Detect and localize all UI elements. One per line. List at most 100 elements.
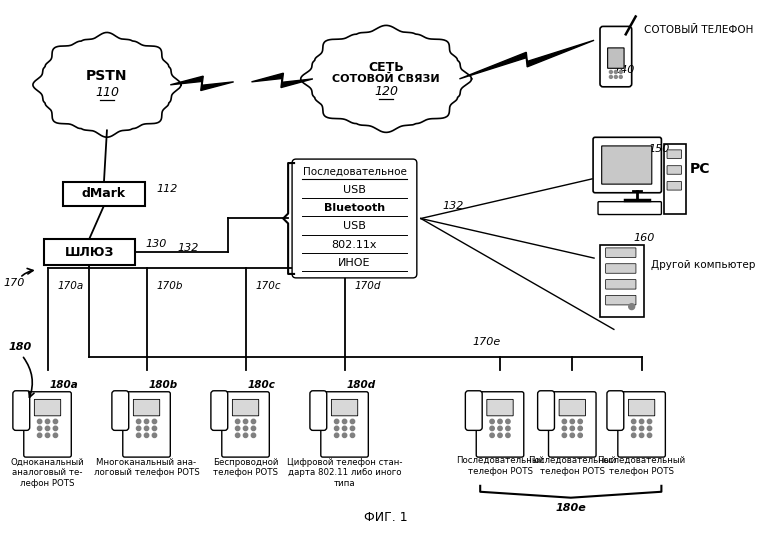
- Text: PSTN: PSTN: [86, 69, 128, 83]
- Circle shape: [236, 433, 239, 438]
- FancyBboxPatch shape: [222, 392, 269, 457]
- FancyBboxPatch shape: [133, 400, 160, 416]
- FancyBboxPatch shape: [321, 392, 368, 457]
- Circle shape: [629, 304, 635, 310]
- Circle shape: [350, 433, 355, 438]
- FancyBboxPatch shape: [559, 400, 586, 416]
- Circle shape: [498, 433, 502, 438]
- Text: Многоканальный ана-
логовый телефон POTS: Многоканальный ана- логовый телефон POTS: [94, 458, 200, 478]
- FancyBboxPatch shape: [618, 392, 665, 457]
- Circle shape: [144, 433, 149, 438]
- Text: Беспроводной
телефон POTS: Беспроводной телефон POTS: [213, 458, 278, 478]
- FancyBboxPatch shape: [292, 159, 417, 278]
- Circle shape: [53, 433, 58, 438]
- Circle shape: [640, 419, 643, 424]
- Circle shape: [37, 433, 42, 438]
- Circle shape: [136, 426, 141, 431]
- FancyBboxPatch shape: [600, 26, 632, 87]
- FancyBboxPatch shape: [667, 150, 682, 158]
- FancyBboxPatch shape: [600, 245, 644, 317]
- Text: 802.11x: 802.11x: [332, 240, 378, 250]
- Text: Последовательный
телефон POTS: Последовательный телефон POTS: [528, 456, 616, 476]
- Circle shape: [37, 419, 42, 424]
- FancyBboxPatch shape: [23, 392, 71, 457]
- FancyBboxPatch shape: [332, 400, 358, 416]
- Text: Последовательное: Последовательное: [303, 167, 406, 177]
- Circle shape: [562, 433, 566, 438]
- Text: 150: 150: [648, 144, 670, 154]
- Circle shape: [619, 71, 622, 73]
- Circle shape: [251, 419, 256, 424]
- Circle shape: [342, 433, 347, 438]
- Text: 180a: 180a: [49, 380, 78, 390]
- Circle shape: [350, 419, 355, 424]
- Polygon shape: [459, 40, 594, 79]
- Circle shape: [335, 433, 339, 438]
- FancyBboxPatch shape: [598, 202, 661, 215]
- FancyBboxPatch shape: [310, 391, 327, 430]
- Circle shape: [570, 419, 574, 424]
- FancyBboxPatch shape: [667, 181, 682, 190]
- Circle shape: [505, 426, 510, 431]
- Text: Одноканальный
аналоговый те-
лефон POTS: Одноканальный аналоговый те- лефон POTS: [11, 458, 84, 488]
- Polygon shape: [170, 76, 234, 90]
- Circle shape: [335, 419, 339, 424]
- Circle shape: [136, 433, 141, 438]
- Text: 170d: 170d: [354, 281, 381, 291]
- FancyBboxPatch shape: [122, 392, 170, 457]
- Text: 180b: 180b: [148, 380, 178, 390]
- Circle shape: [490, 426, 495, 431]
- Circle shape: [490, 433, 495, 438]
- Circle shape: [45, 419, 50, 424]
- Text: ИНОЕ: ИНОЕ: [339, 258, 370, 268]
- Polygon shape: [251, 73, 313, 88]
- Circle shape: [236, 419, 239, 424]
- FancyBboxPatch shape: [667, 166, 682, 174]
- Circle shape: [615, 71, 617, 73]
- Circle shape: [243, 433, 248, 438]
- FancyBboxPatch shape: [112, 391, 129, 430]
- FancyBboxPatch shape: [487, 400, 513, 416]
- Circle shape: [615, 75, 617, 79]
- FancyBboxPatch shape: [608, 48, 624, 68]
- Text: 132: 132: [177, 243, 199, 253]
- Circle shape: [45, 426, 50, 431]
- FancyBboxPatch shape: [34, 400, 61, 416]
- Circle shape: [640, 433, 643, 438]
- Text: 170b: 170b: [157, 281, 183, 291]
- Circle shape: [647, 433, 651, 438]
- Text: ФИГ. 1: ФИГ. 1: [364, 511, 408, 524]
- Text: 170: 170: [3, 278, 24, 288]
- Circle shape: [45, 433, 50, 438]
- Circle shape: [144, 419, 149, 424]
- Circle shape: [152, 426, 157, 431]
- Circle shape: [578, 426, 583, 431]
- Text: ШЛЮЗ: ШЛЮЗ: [65, 246, 114, 258]
- Circle shape: [632, 433, 636, 438]
- Circle shape: [152, 419, 157, 424]
- Text: USB: USB: [343, 185, 366, 195]
- Circle shape: [609, 75, 612, 79]
- FancyBboxPatch shape: [607, 391, 624, 430]
- FancyBboxPatch shape: [211, 391, 228, 430]
- Circle shape: [236, 426, 239, 431]
- Circle shape: [578, 433, 583, 438]
- Text: 120: 120: [374, 85, 398, 98]
- FancyBboxPatch shape: [605, 248, 636, 257]
- Circle shape: [144, 426, 149, 431]
- Circle shape: [251, 433, 256, 438]
- FancyBboxPatch shape: [477, 392, 523, 457]
- Circle shape: [53, 426, 58, 431]
- FancyBboxPatch shape: [593, 137, 661, 193]
- Text: СОТОВОЙ СВЯЗИ: СОТОВОЙ СВЯЗИ: [332, 74, 440, 84]
- Text: 170a: 170a: [58, 281, 83, 291]
- Text: 180e: 180e: [555, 502, 587, 513]
- Circle shape: [570, 433, 574, 438]
- Circle shape: [647, 419, 651, 424]
- Text: Последовательный
телефон POTS: Последовательный телефон POTS: [456, 456, 544, 476]
- Text: USB: USB: [343, 221, 366, 232]
- Text: 170c: 170c: [255, 281, 281, 291]
- Text: 130: 130: [146, 239, 167, 249]
- Circle shape: [505, 419, 510, 424]
- Circle shape: [243, 419, 248, 424]
